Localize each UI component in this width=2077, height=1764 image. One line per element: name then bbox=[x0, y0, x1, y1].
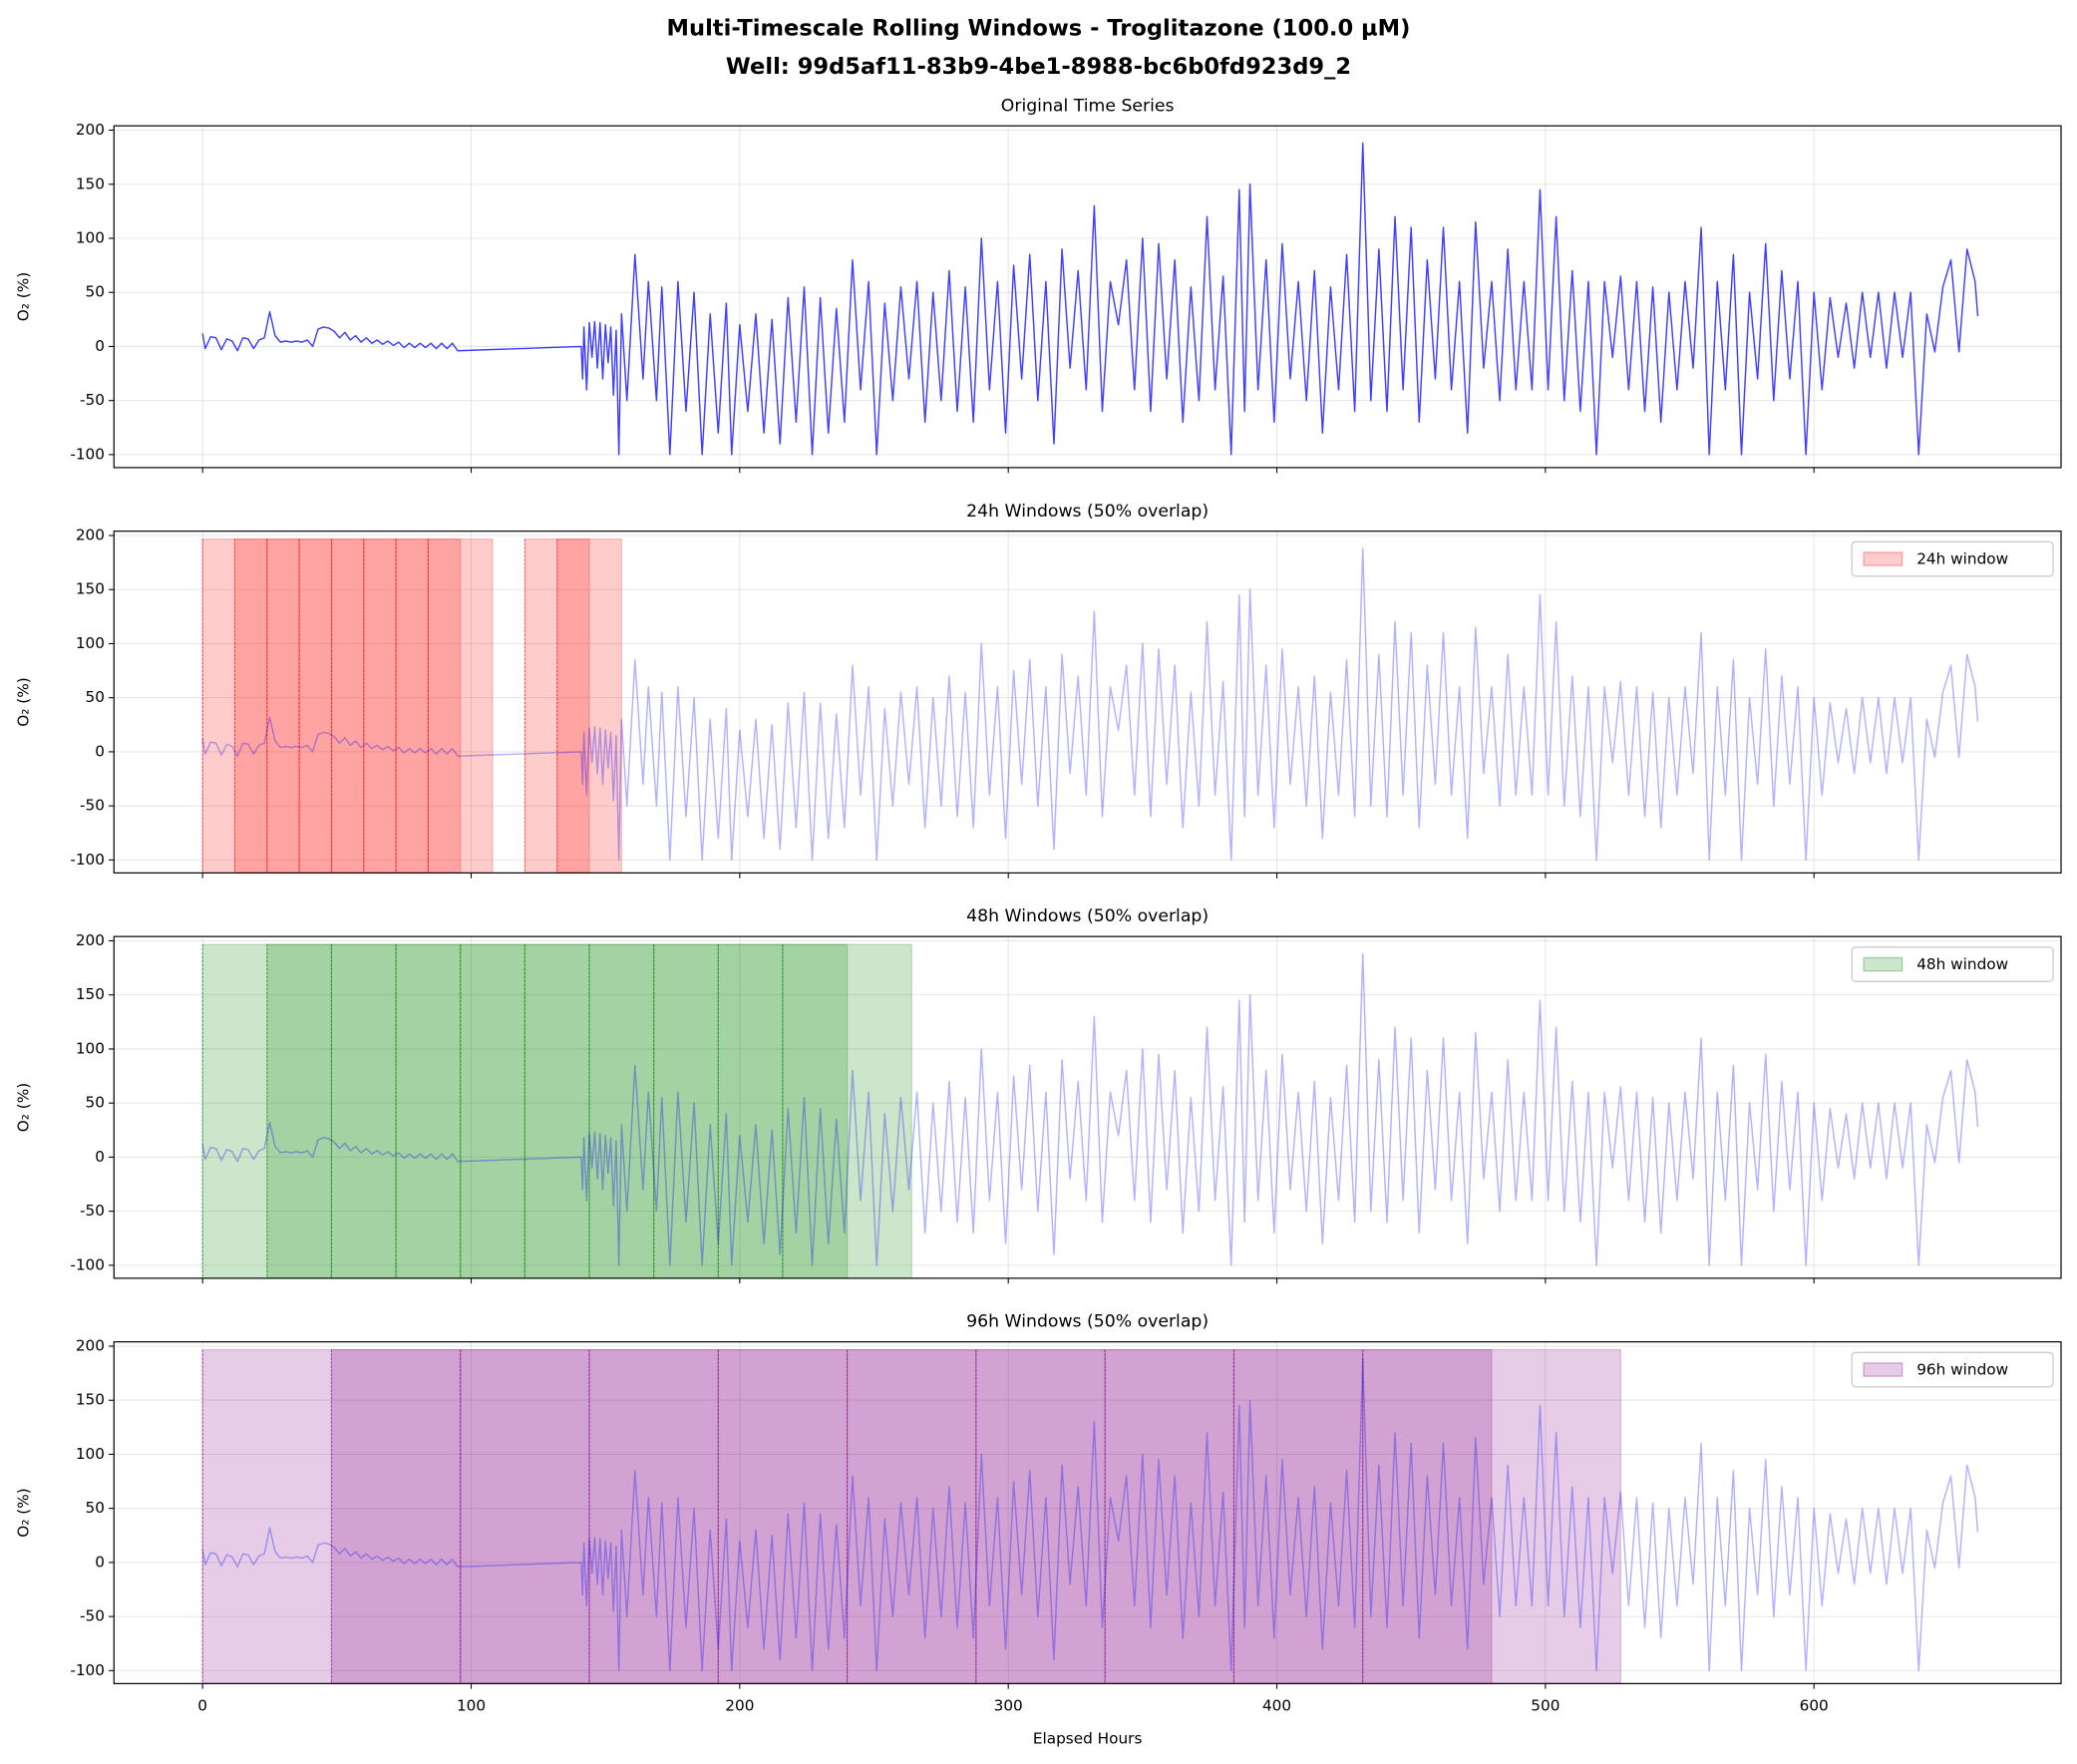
y-tick-label: 200 bbox=[76, 1336, 105, 1354]
x-tick-label: 600 bbox=[1800, 1696, 1829, 1714]
y-tick-label: -100 bbox=[70, 445, 105, 463]
y-tick-label: -50 bbox=[80, 1202, 105, 1220]
x-tick-label: 100 bbox=[457, 1696, 486, 1714]
y-tick-label: 100 bbox=[76, 1445, 105, 1463]
y-tick-label: 50 bbox=[86, 1094, 105, 1112]
chart-title: Multi-Timescale Rolling Windows - Trogli… bbox=[667, 16, 1411, 42]
legend-swatch bbox=[1863, 1362, 1904, 1377]
panel-title: 24h Windows (50% overlap) bbox=[966, 502, 1209, 522]
window bbox=[1362, 1349, 1621, 1684]
y-tick-label: 0 bbox=[95, 1553, 105, 1571]
y-axis-label: O₂ (%) bbox=[14, 1488, 32, 1537]
legend-label: 96h window bbox=[1916, 1361, 2008, 1379]
y-axis-label: O₂ (%) bbox=[14, 272, 32, 321]
y-tick-label: 100 bbox=[76, 228, 105, 246]
y-tick-label: 50 bbox=[86, 1499, 105, 1517]
y-tick-label: 150 bbox=[76, 1391, 105, 1409]
x-tick-label: 0 bbox=[197, 1696, 207, 1714]
y-tick-label: 100 bbox=[76, 634, 105, 652]
y-tick-label: 50 bbox=[86, 688, 105, 706]
legend-box bbox=[1851, 1351, 2054, 1388]
y-tick-label: -100 bbox=[70, 851, 105, 869]
data-line bbox=[201, 952, 1979, 1266]
y-tick-label: -100 bbox=[70, 1661, 105, 1679]
y-tick-label: -100 bbox=[70, 1255, 105, 1273]
y-tick-label: 150 bbox=[76, 175, 105, 192]
y-tick-label: 50 bbox=[86, 283, 105, 301]
x-axis-label: Elapsed Hours bbox=[1033, 1730, 1143, 1748]
axes-frame bbox=[113, 1341, 2062, 1684]
x-tick-label: 500 bbox=[1531, 1696, 1559, 1714]
y-tick-label: 150 bbox=[76, 580, 105, 598]
y-tick-label: 0 bbox=[95, 337, 105, 355]
y-axis-label: O₂ (%) bbox=[14, 677, 32, 726]
y-tick-label: -50 bbox=[80, 797, 105, 815]
legend-swatch bbox=[1863, 956, 1904, 972]
x-tick-label: 300 bbox=[994, 1696, 1023, 1714]
y-tick-label: 100 bbox=[76, 1039, 105, 1057]
y-tick-label: 150 bbox=[76, 985, 105, 1003]
x-tick-label: 200 bbox=[725, 1696, 754, 1714]
data-line bbox=[201, 1358, 1979, 1672]
window bbox=[427, 538, 494, 874]
y-tick-label: -50 bbox=[80, 391, 105, 409]
data-line bbox=[201, 142, 1979, 456]
y-tick-label: -50 bbox=[80, 1607, 105, 1625]
y-tick-label: 0 bbox=[95, 1148, 105, 1166]
window bbox=[782, 943, 912, 1279]
panel-title: Original Time Series bbox=[1001, 96, 1175, 116]
chart-subtitle: Well: 99d5af11-83b9-4be1-8988-bc6b0fd923… bbox=[726, 54, 1351, 80]
y-tick-label: 0 bbox=[95, 742, 105, 760]
axes-frame bbox=[113, 935, 2062, 1279]
legend-swatch bbox=[1863, 551, 1904, 566]
panel-title: 96h Windows (50% overlap) bbox=[966, 1312, 1209, 1332]
y-tick-label: 200 bbox=[76, 121, 105, 139]
legend-label: 24h window bbox=[1916, 550, 2008, 568]
axes-frame bbox=[113, 125, 2062, 469]
axes-frame bbox=[113, 530, 2062, 874]
y-tick-label: 200 bbox=[76, 931, 105, 949]
y-axis-label: O₂ (%) bbox=[14, 1083, 32, 1132]
legend-label: 48h window bbox=[1916, 955, 2008, 973]
y-tick-label: 200 bbox=[76, 527, 105, 544]
x-tick-label: 400 bbox=[1262, 1696, 1291, 1714]
legend-box bbox=[1851, 540, 2054, 577]
data-line bbox=[201, 547, 1979, 862]
legend-box bbox=[1851, 946, 2054, 982]
panel-title: 48h Windows (50% overlap) bbox=[966, 906, 1209, 926]
window bbox=[556, 538, 622, 874]
